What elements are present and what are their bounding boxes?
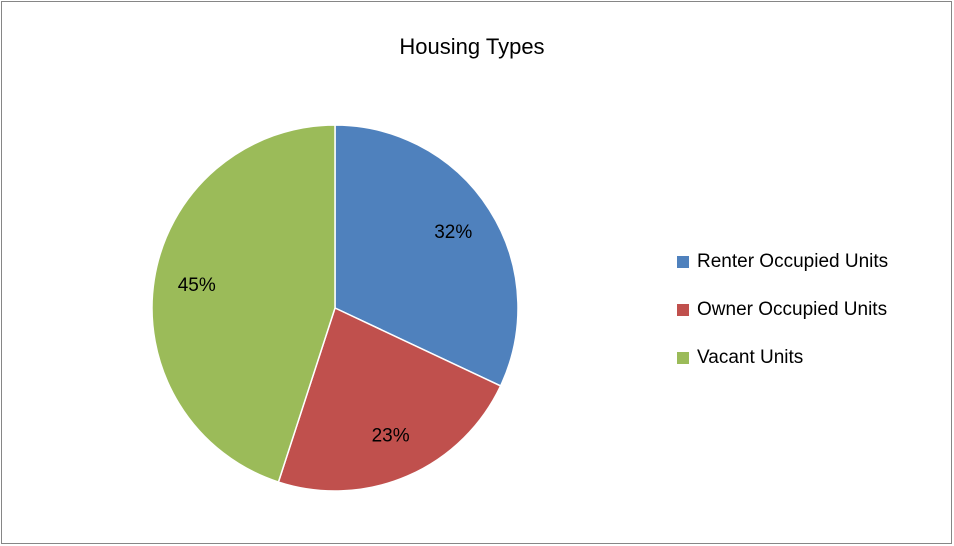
chart-title: Housing Types xyxy=(399,34,544,59)
value-label: 23% xyxy=(372,426,410,447)
pie-slice xyxy=(277,306,502,492)
pie-slice xyxy=(151,124,336,483)
legend-swatch xyxy=(677,352,689,364)
legend-label: Vacant Units xyxy=(697,347,803,368)
legend-swatch xyxy=(677,304,689,316)
legend-label: Owner Occupied Units xyxy=(697,299,887,320)
legend-label: Renter Occupied Units xyxy=(697,251,888,272)
legend-swatch xyxy=(677,256,689,268)
pie-slice xyxy=(334,124,519,387)
value-label: 45% xyxy=(178,275,216,296)
value-label: 32% xyxy=(434,222,472,243)
